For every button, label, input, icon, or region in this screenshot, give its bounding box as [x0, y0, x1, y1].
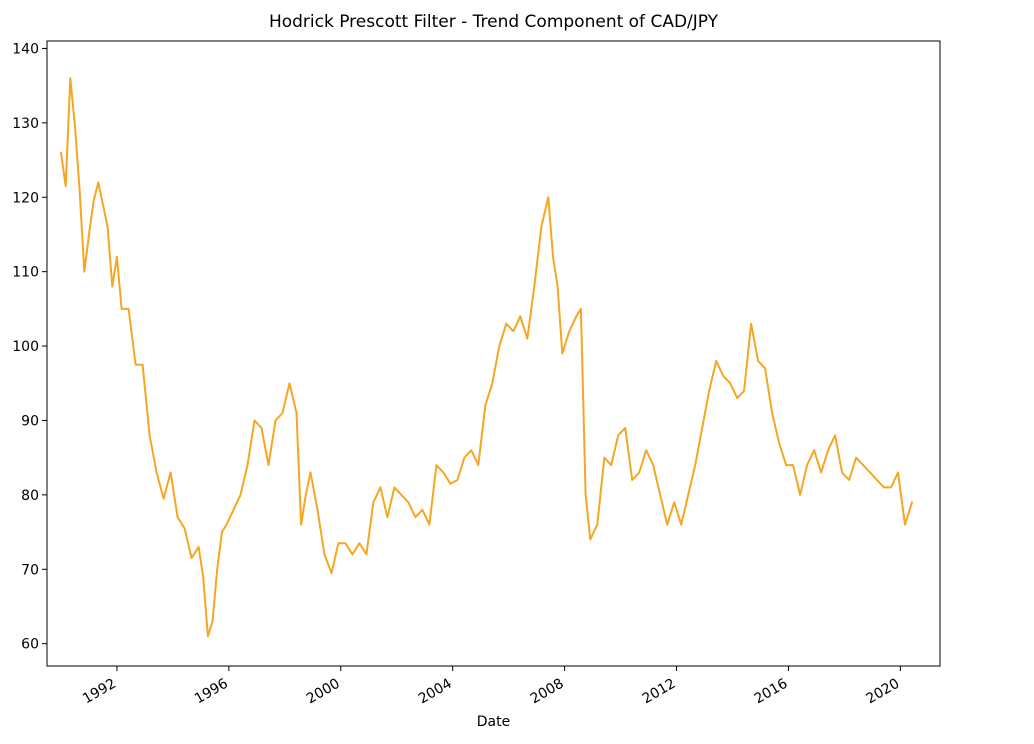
y-tick-label: 100: [12, 339, 39, 355]
y-tick-label: 80: [21, 488, 39, 504]
plot-frame: [46, 40, 941, 667]
x-tick-label: 2004: [416, 676, 455, 708]
series-line: [60, 77, 913, 638]
x-tick-label: 2020: [863, 676, 902, 708]
x-tick-label: 2016: [752, 676, 791, 708]
y-tick-label: 60: [21, 637, 39, 653]
chart-title: Hodrick Prescott Filter - Trend Componen…: [268, 12, 719, 32]
y-tick-label: 110: [12, 265, 39, 281]
x-axis-label: Date: [476, 714, 511, 730]
x-tick-label: 1996: [192, 676, 231, 708]
x-tick-label: 2000: [304, 676, 343, 708]
y-tick-label: 130: [12, 116, 39, 132]
x-tick-label: 2008: [528, 676, 567, 708]
y-tick-label: 90: [21, 413, 39, 429]
y-tick-label: 140: [12, 41, 39, 57]
y-tick-label: 70: [21, 562, 39, 578]
x-tick-label: 1992: [80, 676, 119, 708]
x-tick-label: 2012: [640, 676, 679, 708]
y-tick-label: 120: [12, 190, 39, 206]
